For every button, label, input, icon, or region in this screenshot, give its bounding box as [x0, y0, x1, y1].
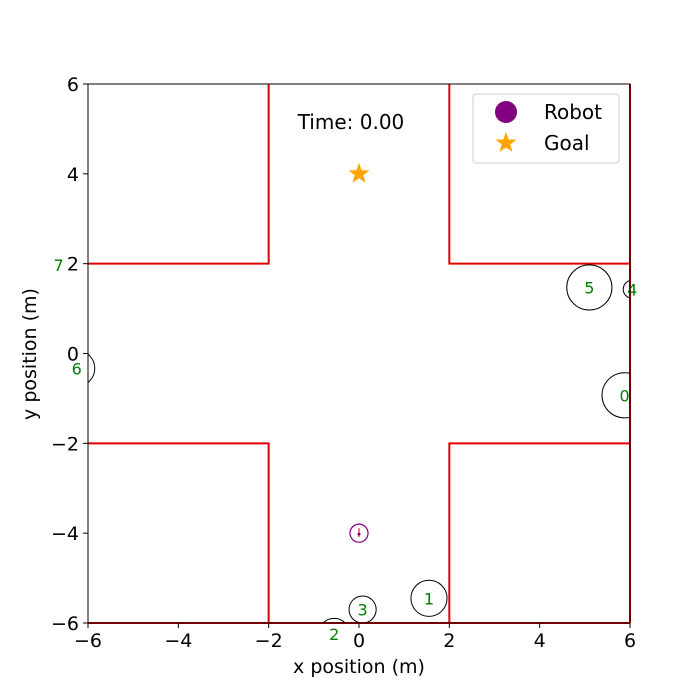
- x-axis-label: x position (m): [293, 656, 425, 678]
- x-tick-label: −2: [255, 630, 283, 652]
- x-tick-label: 6: [624, 630, 636, 652]
- y-tick-label: −6: [51, 613, 79, 635]
- time-label: Time: 0.00: [297, 110, 405, 134]
- x-tick-label: 0: [353, 630, 365, 652]
- goal-marker: [348, 162, 370, 183]
- legend-robot-marker: [495, 101, 517, 123]
- legend-goal-label: Goal: [544, 131, 590, 155]
- y-axis-label: y position (m): [19, 288, 41, 420]
- wall-segment: [88, 442, 270, 623]
- y-tick-label: −4: [51, 523, 79, 545]
- legend: Robot Goal: [472, 93, 620, 164]
- human-7-label: 7: [54, 256, 64, 275]
- robot-marker: [349, 523, 369, 543]
- human-1-label: 1: [424, 589, 434, 608]
- wall-segment: [448, 442, 630, 623]
- x-tick-label: 4: [534, 630, 546, 652]
- human-5-label: 5: [584, 278, 594, 297]
- wall-segment: [448, 84, 630, 265]
- human-4-label: 4: [627, 280, 637, 299]
- y-tick-label: 0: [67, 344, 79, 366]
- human-2-circle: [322, 617, 346, 623]
- x-tick-label: −6: [74, 630, 102, 652]
- y-tick-label: 2: [67, 254, 79, 276]
- human-4-circle: [622, 280, 630, 299]
- human-0-label: 0: [619, 386, 629, 405]
- x-tick-label: −4: [164, 630, 192, 652]
- x-tick-label: 2: [443, 630, 455, 652]
- robot-layer: [349, 523, 369, 543]
- goal-layer: [348, 162, 370, 183]
- y-tick-label: 6: [67, 74, 79, 96]
- human-3-circle: [348, 595, 377, 623]
- human-1-circle: [410, 579, 448, 617]
- human-2-label: 2: [329, 625, 339, 644]
- humans-layer: [88, 264, 630, 623]
- human-6-label: 6: [72, 359, 82, 378]
- human-0-circle: [601, 372, 630, 419]
- human-6-circle: [88, 353, 96, 384]
- y-tick-label: −2: [51, 433, 79, 455]
- legend-robot-label: Robot: [544, 100, 602, 124]
- human-3-label: 3: [358, 601, 368, 620]
- human-5-circle: [566, 264, 613, 311]
- robot-center-dot: [357, 532, 361, 536]
- wall-segment: [88, 84, 270, 265]
- legend-goal-marker: [495, 132, 517, 152]
- y-tick-label: 4: [67, 164, 79, 186]
